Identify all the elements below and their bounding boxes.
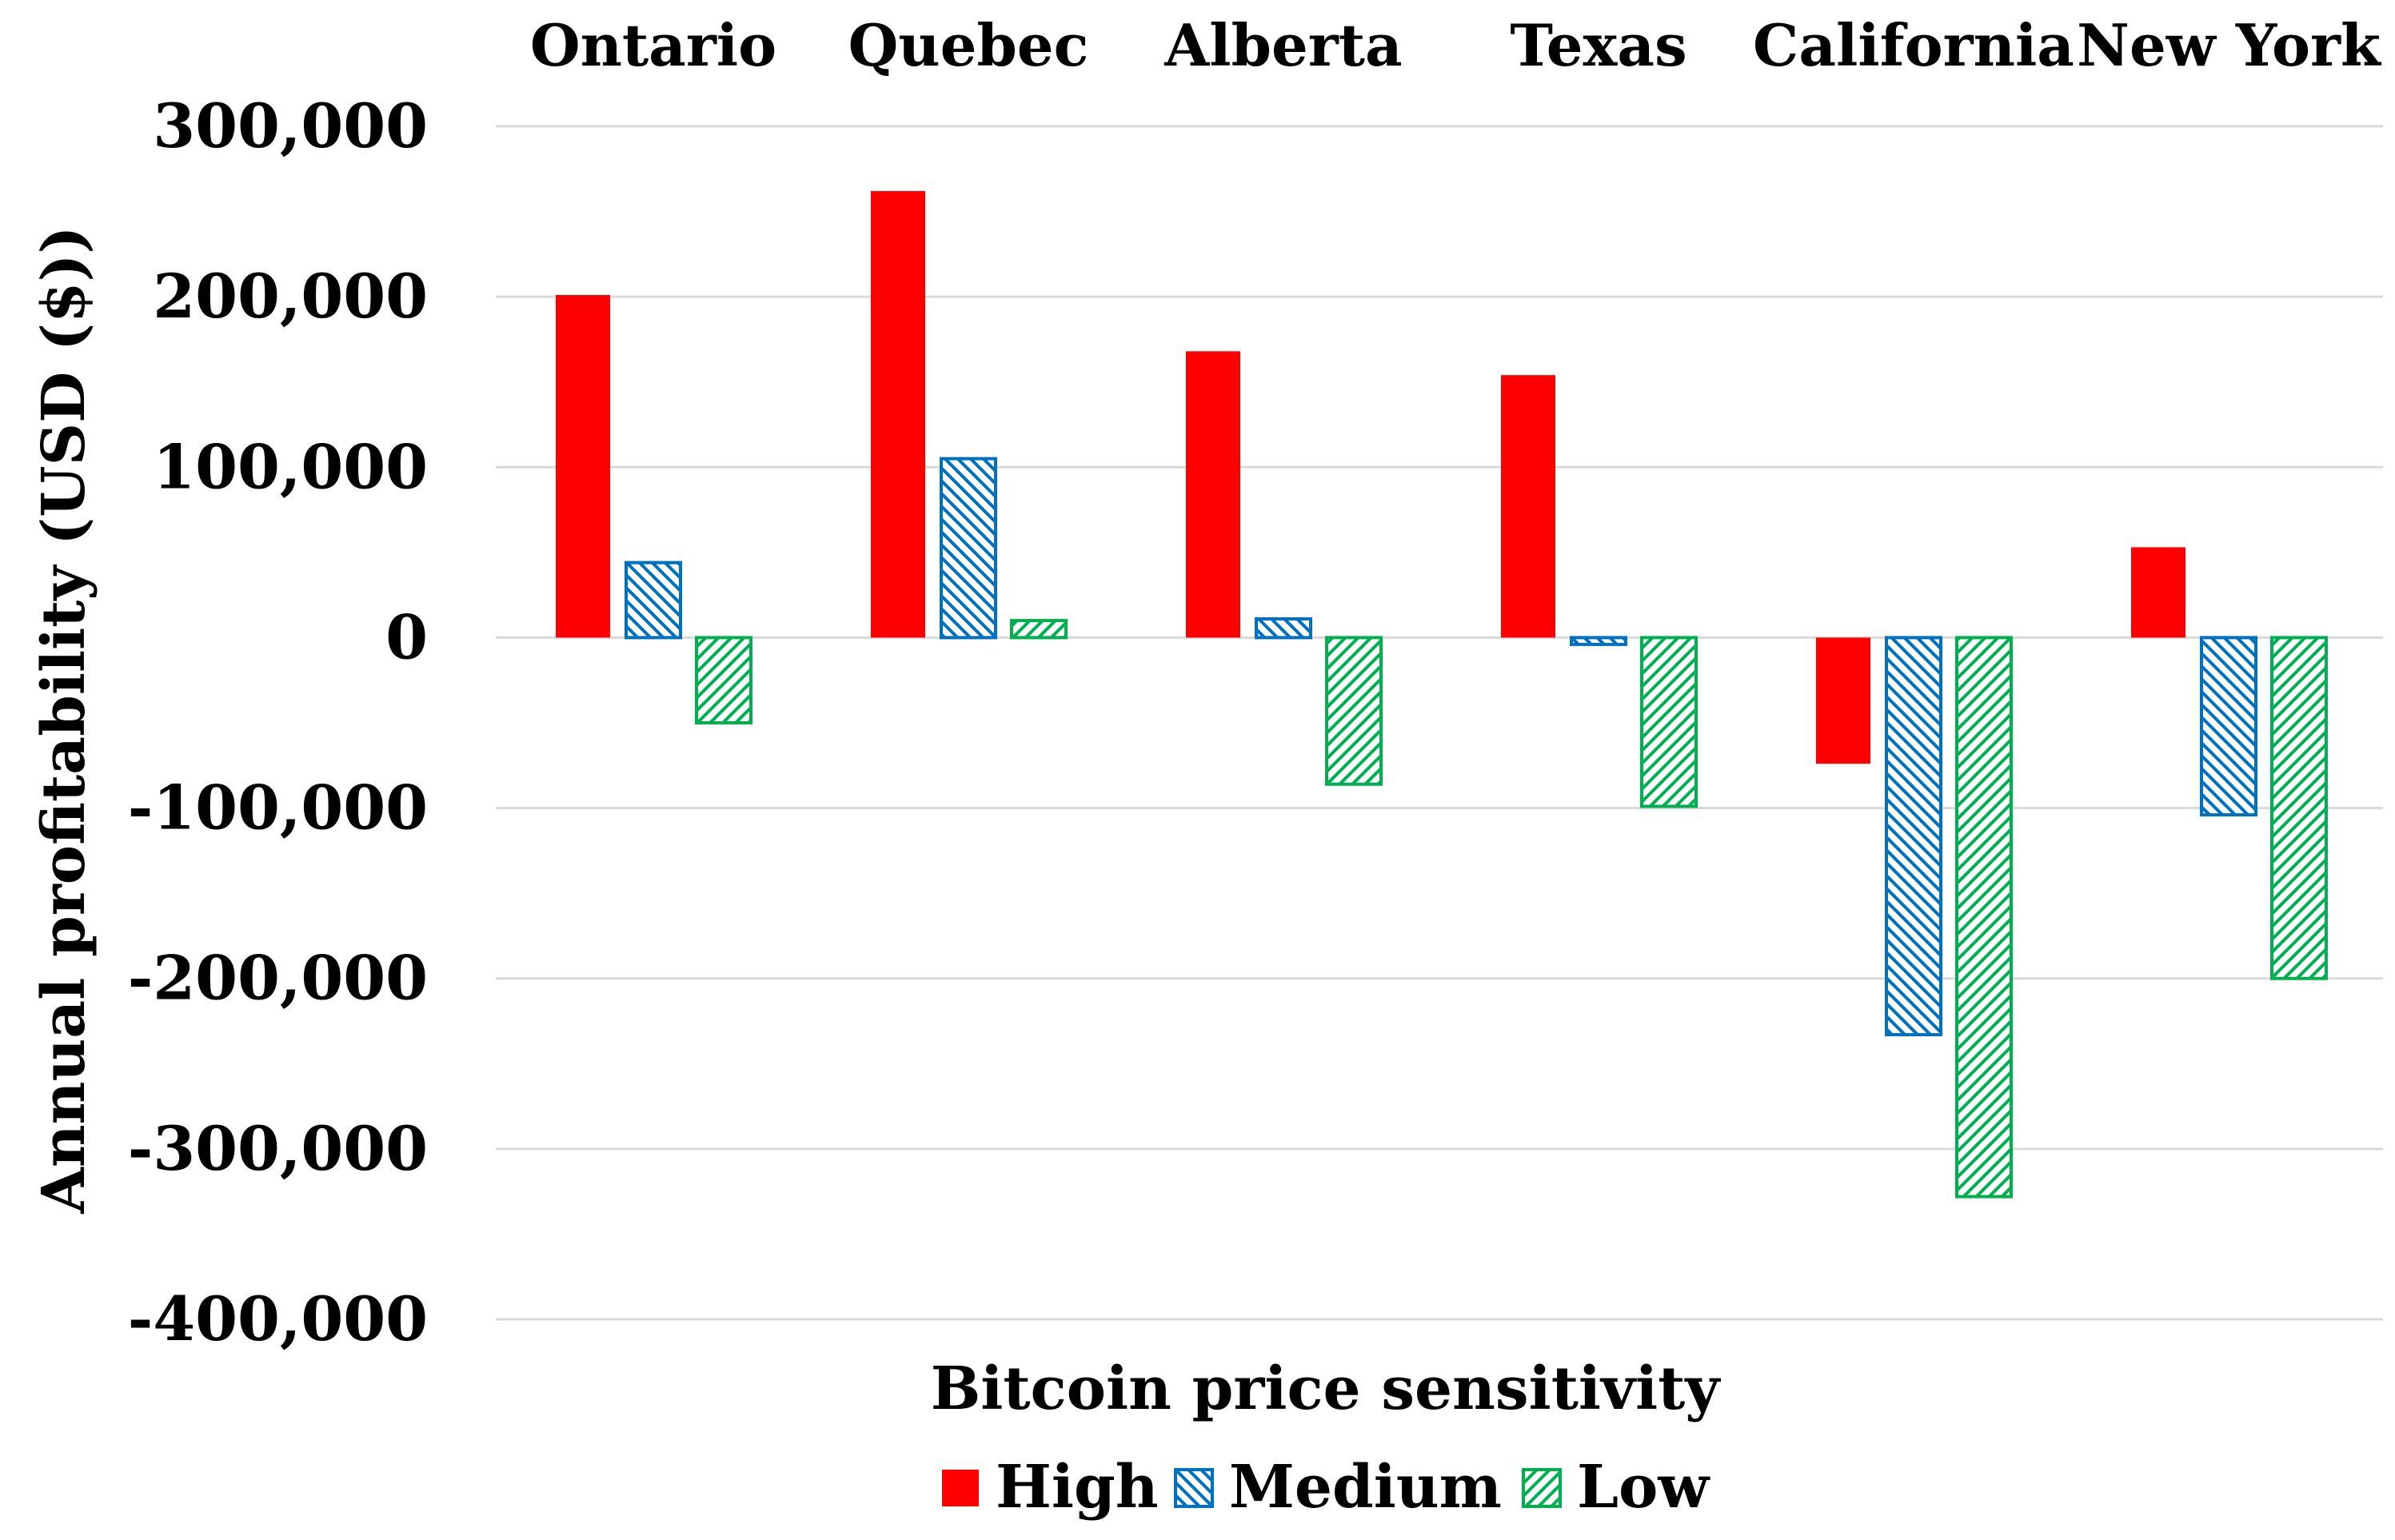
legend-swatch-high xyxy=(942,1470,979,1506)
y-tick-label: -400,000 xyxy=(128,1283,428,1354)
bar-high-ontario xyxy=(556,295,610,638)
category-label: New York xyxy=(2077,11,2382,79)
bar-low-new-york xyxy=(2270,636,2328,980)
bar-high-texas xyxy=(1501,375,1555,638)
y-tick-label: -200,000 xyxy=(128,943,428,1014)
bar-low-ontario xyxy=(695,636,752,725)
category-label: Texas xyxy=(1510,11,1686,79)
bar-medium-new-york xyxy=(2200,636,2257,817)
y-tick-label: 0 xyxy=(385,601,428,672)
bar-medium-california xyxy=(1885,636,1942,1037)
bar-medium-quebec xyxy=(940,457,997,640)
y-tick-label: 300,000 xyxy=(153,90,428,162)
legend-label-low: Low xyxy=(1577,1453,1710,1522)
x-axis-title: Bitcoin price sensitivity xyxy=(931,1354,1722,1423)
category-labels: Ontario Quebec Alberta Texas California New Y… xyxy=(530,11,2382,79)
category-label: California xyxy=(1753,11,2074,79)
category-label: Ontario xyxy=(530,11,776,79)
legend-swatch-low xyxy=(1522,1468,1562,1508)
bar-low-alberta xyxy=(1325,636,1383,786)
gridlines xyxy=(496,125,2383,1321)
bar-medium-texas xyxy=(1570,636,1627,646)
y-axis-title: Annual profitability (USD ($)) xyxy=(30,225,98,1214)
y-tick-label: -300,000 xyxy=(128,1113,428,1184)
bar-high-california xyxy=(1816,637,1870,764)
bar-high-quebec xyxy=(871,190,925,638)
bar-low-texas xyxy=(1640,636,1698,808)
bar-low-quebec xyxy=(1010,619,1068,640)
y-tick-label: -100,000 xyxy=(128,772,428,844)
bar-medium-alberta xyxy=(1255,616,1312,640)
y-tick-label: 100,000 xyxy=(153,431,428,502)
legend-swatch-medium xyxy=(1174,1468,1214,1508)
legend-label-high: High xyxy=(996,1453,1159,1522)
legend-label-medium: Medium xyxy=(1229,1453,1502,1522)
bar-high-new-york xyxy=(2131,547,2185,638)
bar-low-california xyxy=(1955,636,2013,1199)
bar-medium-ontario xyxy=(625,561,682,640)
legend: High Medium Low xyxy=(942,1453,1710,1522)
bar-high-alberta xyxy=(1186,351,1240,638)
category-label: Alberta xyxy=(1164,11,1402,79)
category-label: Quebec xyxy=(848,11,1089,79)
y-tick-label: 200,000 xyxy=(153,261,428,332)
y-axis-ticks: 300,000 200,000 100,000 0 -100,000 -200,000 -3… xyxy=(128,90,428,1354)
bars xyxy=(556,190,2328,1199)
